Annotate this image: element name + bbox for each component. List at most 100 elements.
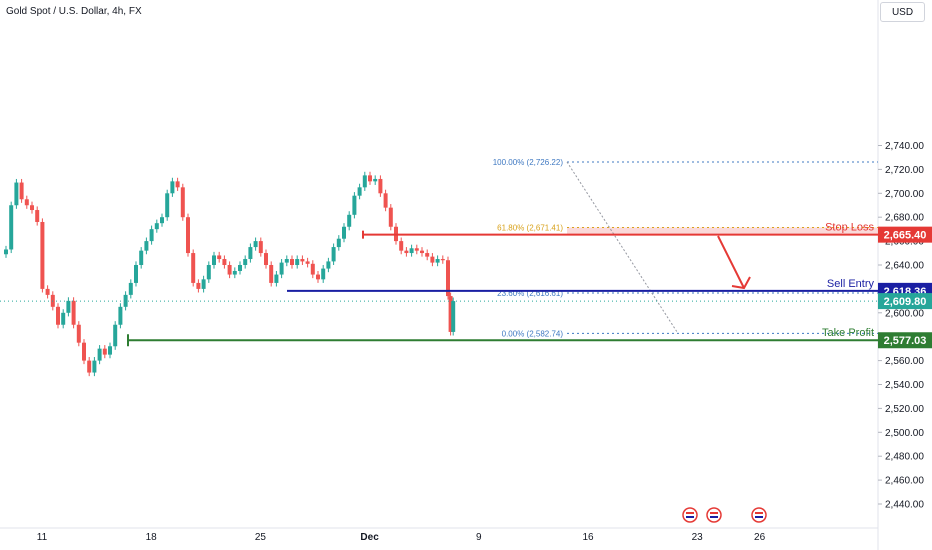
y-tick-label: 2,480.00	[885, 452, 924, 463]
candle-body	[170, 181, 175, 194]
candle-body	[212, 255, 216, 265]
x-tick-label: 9	[476, 532, 482, 543]
candle-body	[45, 288, 50, 295]
candle-body	[440, 259, 445, 261]
fib-level-label: 23.60% (2,616.61)	[497, 289, 563, 298]
candle-body	[191, 253, 196, 283]
candle-body	[144, 241, 149, 251]
y-tick-label: 2,640.00	[885, 261, 924, 272]
candle-body	[30, 205, 34, 211]
candle-body	[336, 238, 341, 248]
candle-body	[404, 250, 409, 254]
candle-body	[331, 247, 336, 262]
take-profit-label: Take Profit	[822, 327, 874, 339]
sell-entry-label: Sell Entry	[827, 278, 875, 290]
candle-body	[92, 360, 97, 373]
us-event-flag-icon	[682, 507, 698, 523]
us-event-flag-icon	[755, 512, 763, 514]
candle-body	[102, 348, 107, 355]
y-tick-label: 2,560.00	[885, 356, 924, 367]
candle-body	[373, 178, 378, 182]
y-tick-label: 2,440.00	[885, 500, 924, 511]
y-tick-label: 2,460.00	[885, 476, 924, 487]
candle-body	[238, 265, 242, 271]
fib-level-label: 0.00% (2,582.74)	[502, 329, 564, 338]
us-event-flag-icon	[706, 507, 722, 523]
y-tick-label: 2,540.00	[885, 380, 924, 391]
x-tick-label: 18	[146, 532, 158, 543]
candle-body	[175, 181, 180, 188]
candle-body	[347, 214, 352, 227]
us-event-flag-icon	[710, 512, 718, 514]
last-price-tag	[878, 293, 932, 310]
candle-body	[409, 248, 414, 254]
fib-level-label: 61.80% (2,671.41)	[497, 223, 563, 232]
candle-body	[24, 199, 29, 206]
candle-body	[258, 241, 263, 254]
y-tick-label: 2,500.00	[885, 428, 924, 439]
stop-loss-zone	[567, 227, 878, 235]
candle-body	[186, 217, 190, 254]
take-profit-price-tag	[878, 332, 932, 349]
symbol-title: Gold Spot / U.S. Dollar, 4h, FX	[6, 6, 142, 17]
x-tick-label: 16	[582, 532, 594, 543]
take-profit-price-text: 2,577.03	[884, 335, 927, 347]
projection-arrow-head	[731, 276, 751, 290]
candle-body	[378, 178, 383, 194]
x-tick-label: 23	[692, 532, 704, 543]
candle-body	[451, 301, 456, 332]
candle-body	[420, 250, 424, 254]
us-event-flag-icon	[706, 507, 722, 523]
candle-body	[87, 360, 92, 373]
candle-body	[316, 274, 320, 280]
candle-body	[352, 195, 357, 215]
candle-body	[128, 282, 133, 295]
candle-body	[310, 263, 315, 275]
candle-body	[71, 300, 76, 325]
us-event-flag-icon	[751, 507, 767, 523]
candle-body	[448, 296, 453, 332]
candle-body	[118, 306, 123, 325]
candle-body	[196, 282, 201, 289]
candle-body	[425, 253, 430, 257]
candle-body	[227, 265, 232, 275]
candle-body	[388, 207, 393, 227]
last-price-text: 2,609.80	[884, 296, 927, 308]
candle-body	[56, 306, 60, 325]
stop-loss-price-tag	[878, 226, 932, 243]
candle-body	[123, 294, 128, 307]
candle-body	[82, 342, 86, 361]
currency-selector[interactable]: USD	[880, 2, 925, 22]
y-tick-label: 2,720.00	[885, 165, 924, 176]
y-tick-label: 2,600.00	[885, 308, 924, 319]
candle-body	[4, 249, 8, 255]
candle-body	[243, 259, 248, 265]
candle-body	[139, 250, 144, 265]
candle-body	[321, 268, 326, 280]
candle-body	[399, 241, 404, 251]
us-event-flag-icon	[686, 516, 694, 518]
us-event-flag-icon	[682, 507, 698, 523]
candle-body	[201, 279, 206, 289]
y-tick-label: 2,520.00	[885, 404, 924, 415]
candle-body	[206, 265, 211, 280]
candle-body	[19, 182, 24, 200]
candle-body	[368, 175, 372, 182]
candle-body	[40, 221, 45, 289]
candle-body	[9, 205, 14, 250]
candle-body	[66, 300, 71, 313]
candle-body	[305, 261, 310, 264]
fib-level-label: 100.00% (2,726.22)	[493, 158, 564, 167]
fib-trend-line	[566, 161, 679, 334]
candle-body	[222, 259, 227, 265]
projection-arrow-shaft	[717, 235, 745, 289]
stop-loss-label: Stop Loss	[825, 222, 874, 234]
stop-loss-price-text: 2,665.40	[884, 230, 927, 242]
candle-body	[232, 270, 237, 275]
us-event-flag-icon	[751, 507, 767, 523]
candle-body	[160, 217, 164, 224]
candle-body	[253, 241, 258, 248]
x-tick-label: 26	[754, 532, 766, 543]
x-tick-label: Dec	[360, 532, 379, 543]
